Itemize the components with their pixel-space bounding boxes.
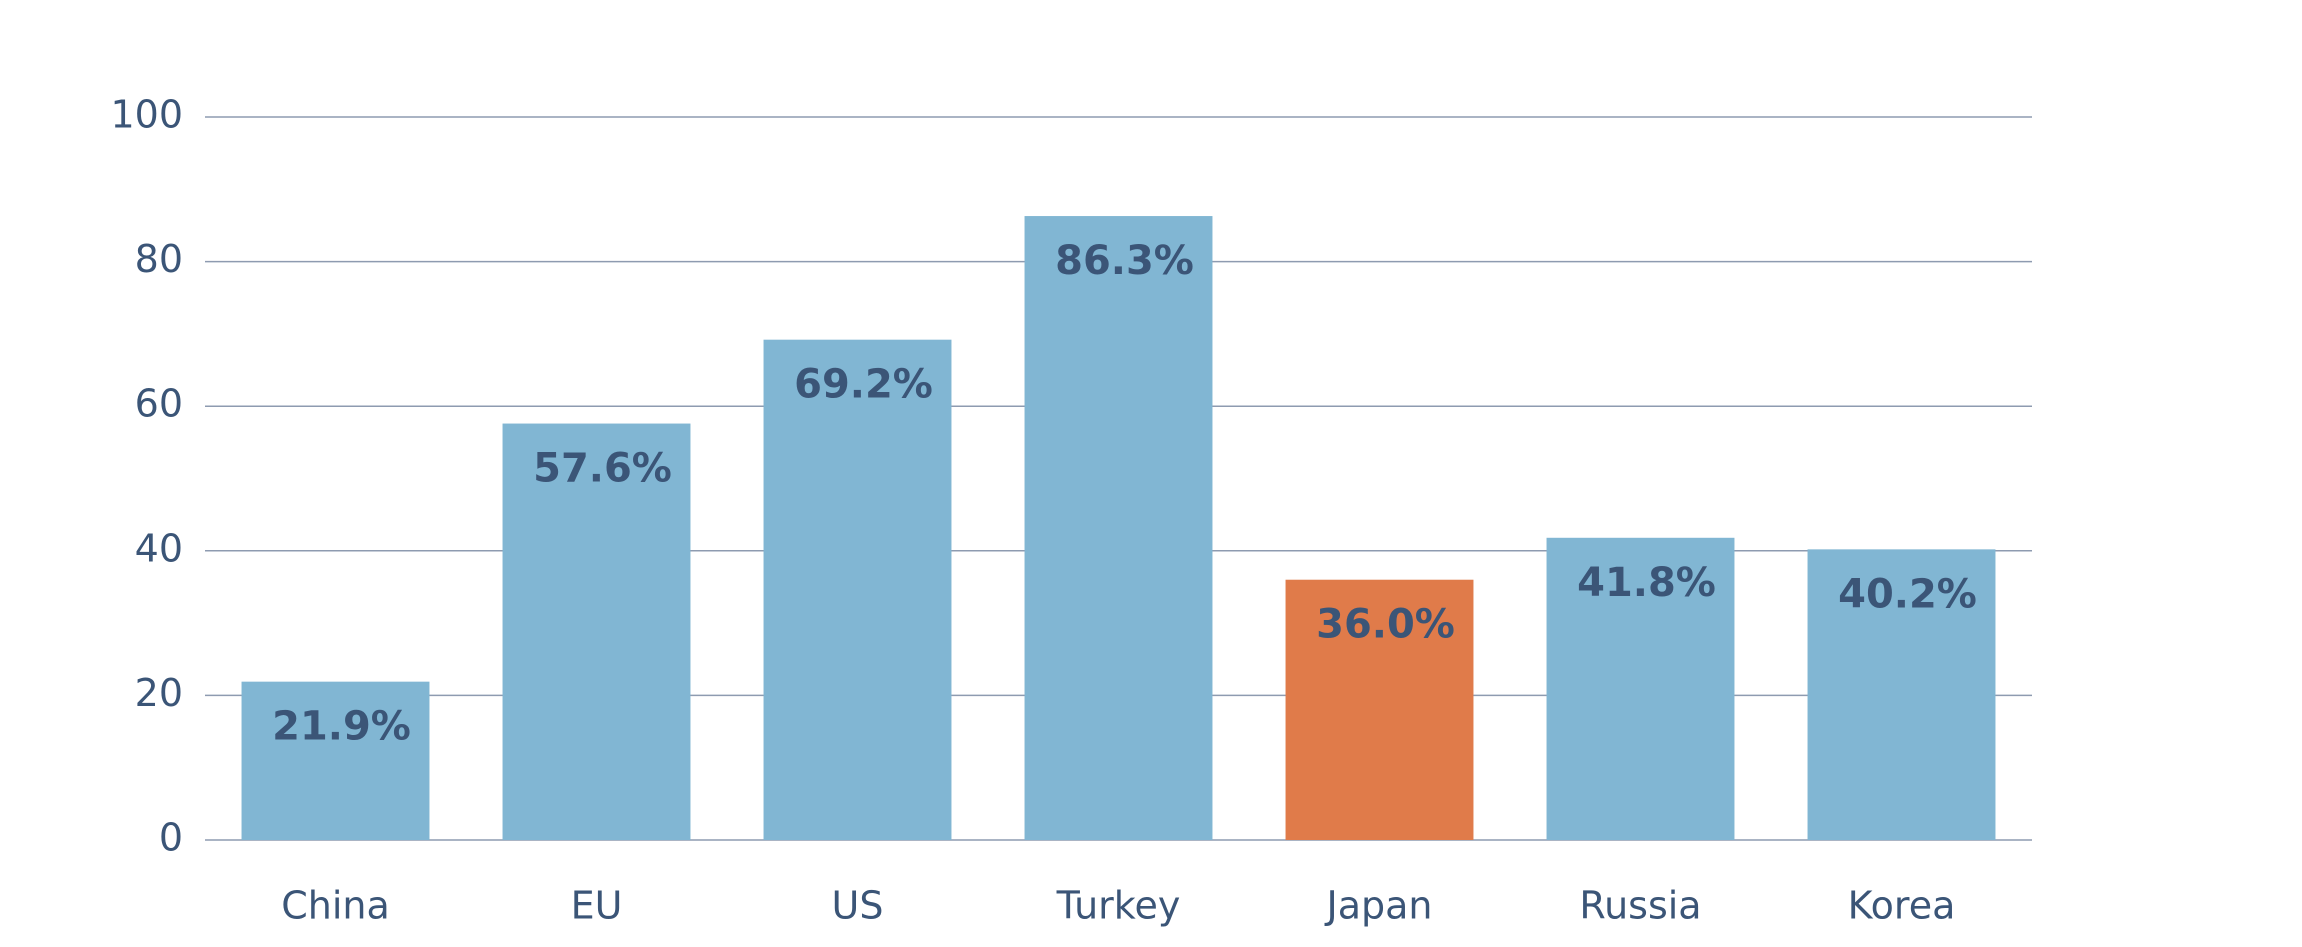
y-tick-label: 80 [135, 237, 183, 281]
y-tick-label: 60 [135, 382, 183, 426]
x-tick-label: Korea [1848, 884, 1956, 928]
value-label: 57.6% [533, 446, 672, 492]
bar [1546, 537, 1735, 840]
x-tick-label: Turkey [1056, 884, 1181, 928]
bar [1807, 549, 1996, 840]
bar [1285, 579, 1474, 840]
bar [502, 423, 691, 840]
x-tick-label: Japan [1325, 884, 1433, 928]
value-label: 21.9% [272, 704, 411, 750]
value-label: 86.3% [1055, 238, 1194, 284]
x-tick-label: Russia [1579, 884, 1701, 928]
y-tick-label: 100 [110, 93, 183, 137]
y-tick-label: 0 [159, 816, 183, 860]
value-label: 69.2% [794, 362, 933, 408]
bar [1024, 216, 1213, 840]
x-tick-label: EU [571, 884, 623, 928]
x-tick-label: China [281, 884, 390, 928]
y-tick-label: 40 [135, 526, 183, 570]
value-label: 41.8% [1577, 560, 1716, 606]
bar [241, 681, 430, 840]
x-tick-label: US [832, 884, 884, 928]
value-label: 36.0% [1316, 602, 1455, 648]
value-label: 40.2% [1838, 571, 1977, 617]
bar [763, 339, 952, 840]
y-tick-label: 20 [135, 671, 183, 715]
